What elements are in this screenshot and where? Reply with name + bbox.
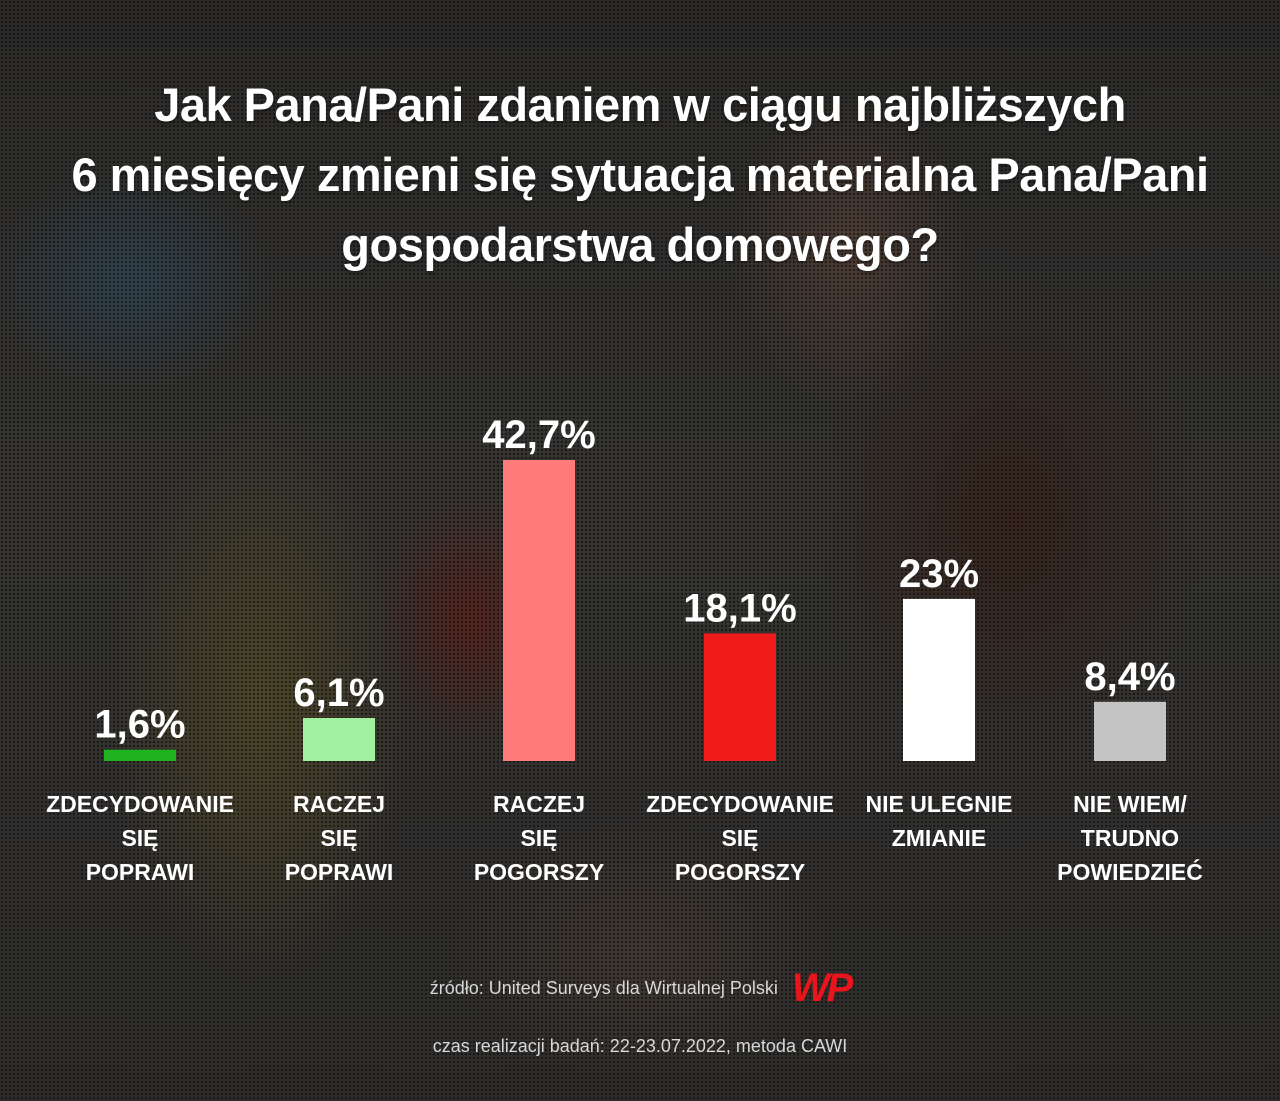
bar-1	[104, 749, 176, 761]
bar-value-label-1: 1,6%	[94, 703, 185, 747]
title-line-3: gospodarstwa domowego?	[341, 218, 939, 271]
title-line-1: Jak Pana/Pani zdaniem w ciągu najbliższy…	[154, 78, 1126, 131]
category-label-line: TRUDNO	[1080, 825, 1180, 851]
wp-logo: WP	[791, 966, 853, 1010]
bar-value-label-3: 42,7%	[482, 413, 595, 457]
category-label-line: POWIEDZIEĆ	[1057, 859, 1203, 885]
bar-value-label-5: 23%	[899, 552, 979, 596]
category-label-line: ZDECYDOWANIE	[646, 791, 834, 817]
category-label-line: POPRAWI	[85, 859, 195, 885]
category-label-line: ZMIANIE	[891, 825, 987, 851]
category-label-line: ZDECYDOWANIE	[46, 791, 234, 817]
category-label-line: SIĘ	[121, 825, 159, 851]
category-label-5: NIE ULEGNIE ZMIANIE	[834, 787, 1044, 855]
category-label-line: NIE ULEGNIE	[865, 791, 1013, 817]
chart-title: Jak Pana/Pani zdaniem w ciągu najbliższy…	[0, 70, 1280, 280]
bar-4	[704, 633, 776, 761]
category-label-line: POPRAWI	[284, 859, 394, 885]
bar-2	[303, 718, 375, 761]
category-label-6: NIE WIEM/TRUDNO POWIEDZIEĆ	[1025, 787, 1235, 889]
category-label-line: SIĘ	[721, 825, 759, 851]
bar-value-label-4: 18,1%	[683, 586, 796, 630]
bar-5	[903, 598, 975, 761]
category-label-3: RACZEJ SIĘ POGORSZY	[434, 787, 644, 889]
bar-value-label-2: 6,1%	[293, 671, 384, 715]
category-label-line: POGORSZY	[473, 859, 605, 885]
category-label-line: RACZEJ	[292, 791, 385, 817]
source-row: źródło: United Surveys dla Wirtualnej Po…	[0, 968, 1280, 1008]
method-text: czas realizacji badań: 22-23.07.2022, me…	[432, 1036, 848, 1056]
category-label-4: ZDECYDOWANIE SIĘ POGORSZY	[635, 787, 845, 889]
category-label-line: POGORSZY	[674, 859, 806, 885]
category-label-line: RACZEJ	[492, 791, 585, 817]
category-label-line: NIE WIEM/	[1073, 791, 1187, 817]
bar-3	[503, 460, 575, 761]
source-text: źródło: United Surveys dla Wirtualnej Po…	[429, 977, 778, 998]
bar-value-label-6: 8,4%	[1084, 655, 1175, 699]
category-label-2: RACZEJ SIĘ POPRAWI	[234, 787, 444, 889]
category-label-line: SIĘ	[520, 825, 558, 851]
title-line-2: 6 miesięcy zmieni się sytuacja materialn…	[71, 148, 1209, 201]
category-label-1: ZDECYDOWANIE SIĘ POPRAWI	[35, 787, 245, 889]
category-label-line: SIĘ	[320, 825, 358, 851]
bar-6	[1094, 701, 1166, 761]
